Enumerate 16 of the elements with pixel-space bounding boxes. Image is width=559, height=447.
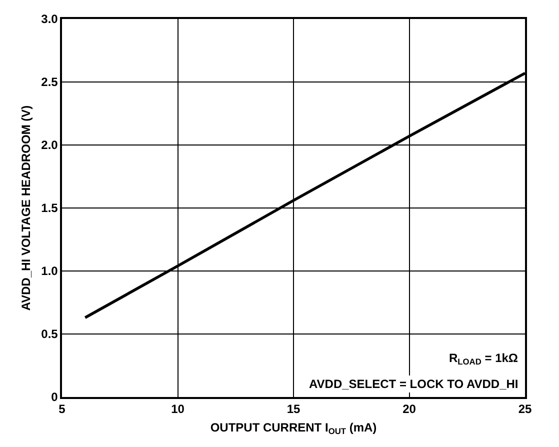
y-tick-label: 0.5 (41, 327, 58, 342)
annotation: R$_{LOAD}$ = 1kΩ (449, 351, 518, 367)
y-tick-label: 2.5 (41, 75, 58, 90)
y-tick-label: 1.5 (41, 201, 58, 216)
x-tick-label: 5 (58, 402, 66, 416)
annotation: AVDD_SELECT = LOCK TO AVDD_HI (309, 377, 518, 391)
x-axis-title: OUTPUT CURRENT I$_{OUT}$ (mA) (210, 420, 377, 436)
x-tick-label: 10 (171, 402, 185, 416)
y-axis-title: AVDD_HI VOLTAGE HEADROOM (V) (18, 105, 33, 311)
y-tick-label: 2.0 (41, 138, 58, 152)
x-tick-label: 25 (518, 402, 532, 416)
y-tick-label: 1.0 (41, 264, 58, 278)
x-tick-label: 15 (286, 402, 300, 416)
y-tick-label: 0 (51, 390, 58, 404)
y-tick-label: 3.0 (41, 12, 58, 26)
x-tick-label: 20 (402, 402, 416, 416)
